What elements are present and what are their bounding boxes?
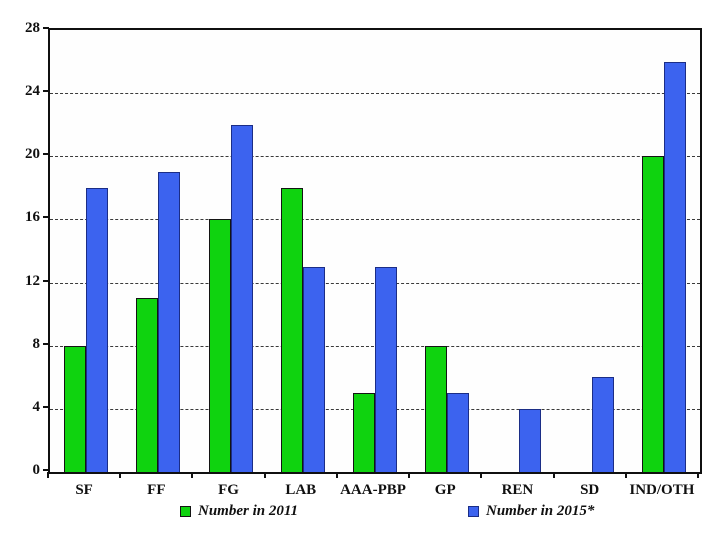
bar-SF-Number-in-2015-	[86, 188, 109, 472]
gridline-y16	[50, 219, 700, 221]
bar-GP-Number-in-2011	[425, 346, 448, 472]
x-category-label-SF: SF	[75, 482, 93, 498]
bar-GP-Number-in-2015-	[447, 393, 470, 472]
x-category-label-FG: FG	[218, 482, 239, 498]
x-tick-mark-5	[408, 472, 411, 478]
bar-LAB-Number-in-2015-	[302, 267, 325, 472]
x-category-label-LAB: LAB	[285, 482, 317, 498]
x-tick-mark-9	[697, 472, 699, 478]
bar-LAB-Number-in-2011	[280, 188, 303, 472]
x-tick-mark-2	[191, 472, 194, 478]
y-tick-label-4: 4	[32, 398, 41, 415]
bar-SF-Number-in-2011	[64, 346, 87, 472]
y-tick-label-28: 28	[25, 20, 40, 36]
legend-swatch-2015	[468, 506, 479, 517]
y-tick-label-20: 20	[25, 146, 40, 163]
y-tick-label-12: 12	[25, 272, 40, 289]
y-tick-mark-20	[43, 153, 49, 156]
bar-FF-Number-in-2015-	[158, 172, 181, 472]
legend-swatch-2011	[180, 506, 191, 517]
x-tick-mark-8	[624, 472, 627, 478]
bar-FG-Number-in-2011	[208, 219, 231, 472]
y-tick-label-24: 24	[25, 83, 40, 100]
plot-area	[48, 28, 702, 474]
bar-IND/OTH-Number-in-2015-	[663, 62, 686, 472]
y-tick-mark-24	[43, 90, 49, 93]
y-tick-mark-8	[43, 342, 49, 345]
y-tick-label-8: 8	[32, 335, 41, 352]
bar-REN-Number-in-2015-	[519, 409, 542, 472]
legend-entry-2011: Number in 2011	[180, 503, 298, 520]
gridline-y24	[50, 93, 700, 95]
bar-AAA-PBP-Number-in-2015-	[375, 267, 397, 472]
x-category-label-AAA-PBP: AAA-PBP	[340, 482, 406, 498]
y-tick-mark-16	[43, 216, 49, 219]
x-category-label-REN: REN	[501, 482, 534, 498]
legend-label-2011: Number in 2011	[198, 503, 299, 519]
x-tick-mark-6	[480, 472, 483, 478]
bar-IND/OTH-Number-in-2011	[641, 156, 664, 472]
y-tick-label-16: 16	[25, 209, 40, 226]
bar-FF-Number-in-2011	[136, 298, 159, 472]
y-tick-mark-4	[43, 405, 49, 408]
x-tick-mark-4	[335, 472, 338, 478]
x-category-label-GP: GP	[434, 482, 456, 498]
x-tick-mark-1	[119, 472, 122, 478]
bar-SD-Number-in-2015-	[591, 377, 614, 472]
x-tick-mark-7	[552, 472, 555, 478]
x-tick-mark-3	[263, 472, 266, 478]
legend-entry-2015: Number in 2015*	[468, 503, 594, 520]
x-category-label-IND/OTH: IND/OTH	[629, 482, 695, 498]
x-tick-mark-0	[47, 472, 49, 478]
y-tick-mark-12	[43, 279, 49, 282]
bar-FG-Number-in-2015-	[230, 125, 253, 472]
gridline-y20	[50, 156, 700, 158]
x-category-label-FF: FF	[147, 482, 166, 498]
legend-label-2015: Number in 2015*	[486, 503, 595, 519]
x-category-label-SD: SD	[580, 482, 600, 498]
y-tick-label-0: 0	[32, 462, 41, 478]
y-tick-mark-28	[43, 27, 49, 29]
y-tick-mark-0	[43, 469, 49, 471]
bar-AAA-PBP-Number-in-2011	[353, 393, 375, 472]
